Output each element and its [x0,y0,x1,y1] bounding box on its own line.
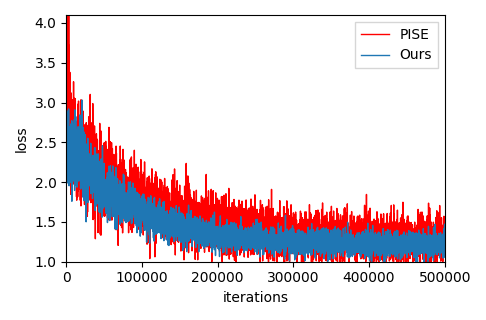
Line: Ours: Ours [66,100,445,262]
PISE [132,190,138,194]
PISE [209,260,215,264]
PISE [63,82,69,85]
Ours [442,247,448,251]
PISE [310,260,315,264]
Y-axis label: loss: loss [15,125,29,152]
Legend: PISE, Ours: PISE, Ours [355,22,438,68]
Ours [375,246,381,250]
Ours [291,241,296,244]
X-axis label: iterations: iterations [223,291,289,305]
Ours [132,186,138,190]
Ours [381,260,387,264]
Ours [310,236,315,240]
PISE [65,5,70,9]
Ours [63,130,69,134]
PISE [442,247,448,251]
Ours [346,246,352,250]
PISE [375,243,381,246]
PISE [291,211,296,215]
PISE [346,232,352,236]
PISE [208,221,214,225]
Ours [208,216,214,220]
Line: PISE: PISE [66,7,445,262]
Ours [79,98,85,102]
